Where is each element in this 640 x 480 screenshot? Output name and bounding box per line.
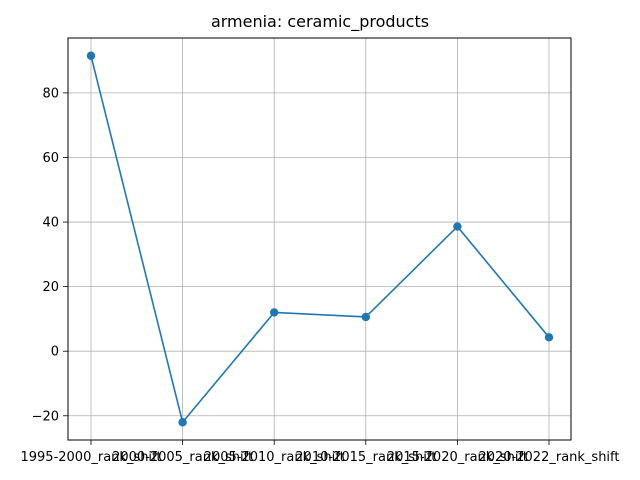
x-axis: 1995-2000_rank_shift2000-2005_rank_shift… [20, 440, 620, 465]
y-tick-label: 60 [42, 151, 59, 166]
y-tick-label: 40 [42, 216, 59, 231]
x-tick-label: 2010-2015_rank_shift [295, 450, 436, 465]
grid-lines [68, 38, 571, 440]
chart-title: armenia: ceramic_products [211, 12, 429, 32]
data-point [361, 312, 370, 322]
x-tick-label: 2005-2010_rank_shift [204, 450, 345, 465]
data-point [453, 222, 462, 231]
series-layer [86, 51, 554, 427]
series-line [90, 55, 550, 424]
data-point [178, 418, 187, 427]
y-axis: −20 0 20 40 60 80 [32, 86, 68, 424]
y-tick-label: 20 [42, 280, 59, 295]
y-tick-label: 0 [51, 345, 59, 360]
x-tick-label: 2020-2022_rank_shift [478, 450, 619, 465]
x-tick-label: 2015-2020_rank_shift [387, 450, 528, 465]
data-point [86, 51, 96, 60]
x-tick-label: 1995-2000_rank_shift [20, 450, 161, 465]
data-point [270, 308, 279, 317]
plot-frame [67, 37, 572, 441]
x-tick-label: 2000-2005_rank_shift [112, 450, 253, 465]
y-tick-label: −20 [32, 409, 59, 424]
y-tick-label: 80 [42, 86, 59, 101]
data-point [544, 333, 554, 342]
